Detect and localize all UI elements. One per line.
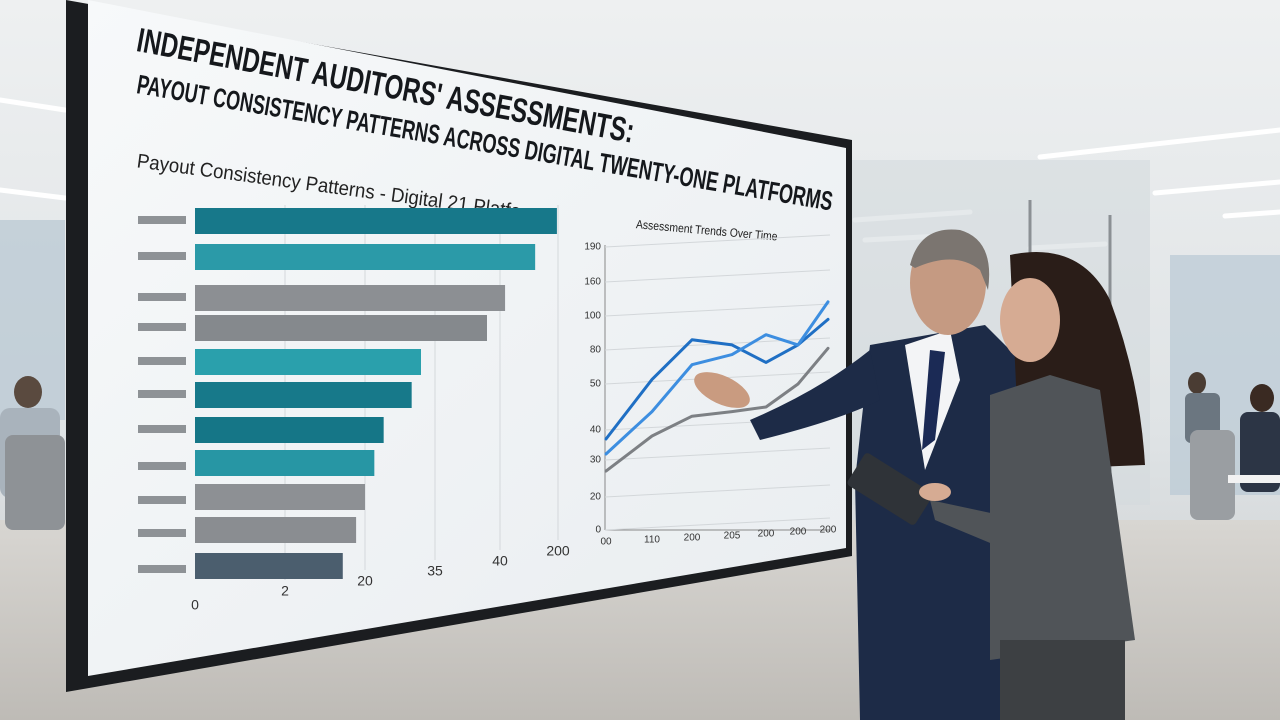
series-line (604, 346, 830, 473)
x-tick-label: 110 (644, 535, 660, 546)
y-tick-label: 100 (584, 311, 601, 322)
x-tick-label: 35 (427, 563, 443, 579)
series-line (604, 300, 830, 456)
category-placeholder (138, 496, 186, 504)
x-tick-label: 200 (790, 527, 807, 538)
bar (195, 244, 536, 270)
category-placeholder (138, 323, 186, 331)
y-tick-label: 40 (590, 425, 602, 436)
grid-line (604, 234, 831, 248)
x-tick-label: 200 (820, 525, 837, 536)
bar (195, 285, 506, 311)
x-tick-label: 200 (758, 529, 775, 540)
category-placeholder (138, 357, 186, 365)
grid-line (604, 484, 831, 498)
bar (195, 417, 384, 443)
x-tick-label: 20 (357, 573, 373, 589)
x-tick-label: 200 (546, 543, 570, 559)
category-placeholder (138, 293, 186, 301)
x-tick-label: 0 (191, 597, 199, 613)
category-placeholder (138, 390, 186, 398)
grid-line (604, 269, 831, 283)
bar (195, 484, 365, 510)
category-placeholder (138, 252, 186, 260)
y-tick-label: 190 (584, 242, 601, 253)
y-tick-label: 50 (590, 379, 602, 390)
bar (195, 382, 412, 408)
y-tick-label: 0 (595, 525, 601, 536)
category-placeholder (138, 462, 186, 470)
grid-line (604, 517, 831, 531)
x-tick-label: 2 (281, 583, 289, 599)
x-tick-label: 40 (492, 553, 508, 569)
category-placeholder (138, 565, 186, 573)
bar (195, 450, 375, 476)
x-tick-label: 200 (684, 533, 701, 544)
charts: 0 2 20 35 40 200 0 20 30 40 50 80 100 160 190 00 110 200 2… (138, 205, 837, 613)
category-placeholder (138, 425, 186, 433)
bar (195, 349, 421, 375)
grid-line (604, 447, 831, 461)
category-placeholder (138, 529, 186, 537)
woman (847, 252, 1145, 720)
grid-line (604, 303, 831, 317)
y-tick-label: 80 (590, 345, 602, 356)
bar (195, 553, 343, 579)
y-tick-label: 30 (590, 455, 602, 466)
y-tick-label: 20 (590, 492, 602, 503)
bar (195, 208, 557, 234)
background-people (0, 372, 1280, 530)
category-placeholder (138, 216, 186, 224)
x-tick-label: 205 (724, 531, 741, 542)
y-tick-label: 160 (584, 277, 601, 288)
bar (195, 315, 487, 341)
bar (195, 517, 357, 543)
x-tick-label: 00 (600, 537, 612, 548)
